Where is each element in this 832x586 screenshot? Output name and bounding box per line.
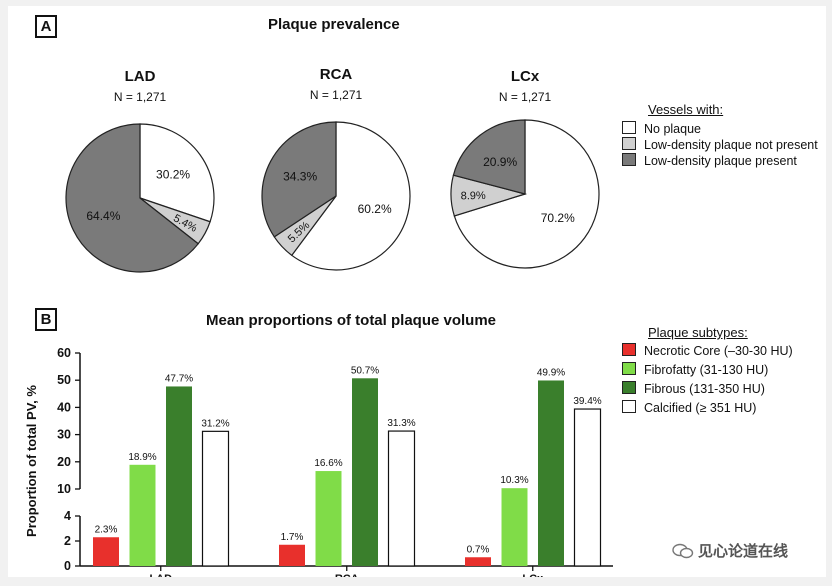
pie-rca-slice-ld-present	[261, 121, 337, 238]
legend-a-label: No plaque	[644, 122, 701, 136]
pie-rca-n: N = 1,271	[309, 88, 363, 102]
pie-lad-slice-no-plaque	[139, 123, 215, 223]
legend-b-swatch	[622, 400, 636, 413]
bar-label-lcx-necrotic-core: 0.7%	[467, 544, 490, 555]
panel-a-label: A	[35, 15, 57, 38]
bar-label-lad-calcified: 31.2%	[201, 418, 229, 429]
bar-label-rca-fibrous: 50.7%	[351, 365, 379, 376]
bar-label-lad-necrotic-core: 2.3%	[95, 524, 118, 535]
legend-a-title: Vessels with:	[648, 102, 724, 117]
legend-a-label: Low-density plaque not present	[644, 138, 818, 152]
bar-lad-necrotic-core	[93, 537, 119, 566]
bar-rca-fibrofatty	[315, 471, 342, 566]
bar-label-lcx-fibrous: 49.9%	[537, 367, 565, 378]
legend-a-item-ld-not-present: Low-density plaque not present	[622, 137, 818, 153]
bar-rca-fibrous	[352, 378, 378, 566]
bar-lcx-necrotic-core	[465, 557, 491, 566]
pie-lad-slice-ld-present	[65, 123, 200, 273]
watermark-text: 见心论道在线	[698, 543, 789, 560]
bar-lcx-fibrous	[538, 380, 564, 566]
bar-lcx-fibrofatty	[501, 488, 528, 566]
legend-a-swatch	[622, 137, 636, 150]
pie-lad-label-ld-present: 64.4%	[86, 209, 120, 223]
legend-a-swatch	[622, 121, 636, 134]
legend-b-label: Fibrous (131-350 HU)	[644, 382, 765, 396]
legend-b-title: Plaque subtypes:	[648, 325, 748, 340]
x-tick-label-lcx: LCx	[522, 573, 544, 577]
pie-charts: 30.2%5.4%64.4% 60.2%5.5%34.3%70.2%8.9%20.…	[65, 119, 600, 273]
x-tick-label-lad: LAD	[149, 573, 172, 577]
legend-b-label: Calcified (≥ 351 HU)	[644, 401, 757, 415]
figure-frame: A Plaque prevalence LAD N = 1,271 RCA N …	[8, 6, 826, 577]
y-tick-label: 4	[64, 509, 71, 523]
pie-lcx-slice-ld-present	[452, 119, 526, 195]
bar-lad-fibrofatty	[129, 464, 156, 566]
x-tick-label-rca: RCA	[335, 573, 359, 577]
bar-rca-necrotic-core	[279, 544, 305, 566]
pie-lcx-label-ld-not-present: 8.9%	[461, 190, 487, 203]
y-tick-label: 40	[57, 400, 71, 414]
bar-label-rca-calcified: 31.3%	[387, 418, 415, 429]
legend-b-item-fibrous: Fibrous (131-350 HU)	[622, 381, 765, 397]
pie-lad-n: N = 1,271	[113, 90, 167, 104]
pie-lad-label-no-plaque: 30.2%	[156, 167, 190, 181]
panel-b-label: B	[35, 308, 57, 331]
pie-rca-title: RCA	[319, 66, 353, 83]
pie-lcx-label-no-plaque: 70.2%	[541, 211, 575, 225]
legend-a-label: Low-density plaque present	[644, 154, 797, 168]
y-tick-label: 30	[57, 428, 71, 442]
bar-label-lcx-fibrofatty: 10.3%	[500, 475, 528, 486]
legend-a-item-ld-present: Low-density plaque present	[622, 153, 797, 169]
bar-label-lcx-calcified: 39.4%	[573, 396, 601, 407]
y-tick-label: 2	[64, 534, 71, 548]
legend-a-item-no-plaque: No plaque	[622, 121, 701, 137]
panel-b-title: Mean proportions of total plaque volume	[206, 312, 497, 329]
legend-b-swatch	[622, 381, 636, 394]
y-tick-label: 50	[57, 373, 71, 387]
bar-chart: 10 20 30 40 50 60 0 2 4 Proportion of total PV, %…	[24, 346, 613, 577]
y-tick-label: 20	[57, 455, 71, 469]
legend-b-label: Necrotic Core (–30-30 HU)	[644, 344, 793, 358]
pie-lad-title: LAD	[124, 68, 156, 85]
pie-rca-label-ld-present: 34.3%	[283, 170, 317, 184]
wechat-icon	[672, 543, 694, 559]
legend-b-label: Fibrofatty (31-130 HU)	[644, 363, 769, 377]
bar-label-lad-fibrofatty: 18.9%	[128, 452, 156, 463]
bar-lad-calcified	[201, 430, 230, 567]
y-tick-label: 0	[64, 559, 71, 573]
pie-lcx-label-ld-present: 20.9%	[483, 155, 517, 169]
watermark: 见心论道在线	[672, 540, 788, 561]
pie-lcx-title: LCx	[510, 68, 540, 85]
pie-lcx-n: N = 1,271	[498, 90, 552, 104]
bar-label-lad-fibrous: 47.7%	[165, 373, 193, 384]
legend-b-item-calcified: Calcified (≥ 351 HU)	[622, 400, 756, 416]
bar-lad-fibrous	[166, 386, 192, 566]
bar-label-rca-fibrofatty: 16.6%	[314, 458, 342, 469]
legend-a-swatch	[622, 153, 636, 166]
legend-b-item-necrotic: Necrotic Core (–30-30 HU)	[622, 343, 793, 359]
bar-rca-calcified	[387, 430, 416, 567]
bar-label-rca-necrotic-core: 1.7%	[281, 532, 304, 543]
pie-rca-label-no-plaque: 60.2%	[358, 202, 392, 216]
legend-b-swatch	[622, 343, 636, 356]
pie-rca-slice-no-plaque	[290, 121, 411, 271]
panel-a-title: Plaque prevalence	[268, 16, 400, 33]
legend-b-item-fibrofatty: Fibrofatty (31-130 HU)	[622, 362, 768, 378]
legend-b-swatch	[622, 362, 636, 375]
y-tick-label: 10	[57, 482, 71, 496]
y-axis-label: Proportion of total PV, %	[24, 385, 39, 537]
bar-lcx-calcified	[573, 408, 602, 567]
y-tick-label: 60	[57, 346, 71, 360]
